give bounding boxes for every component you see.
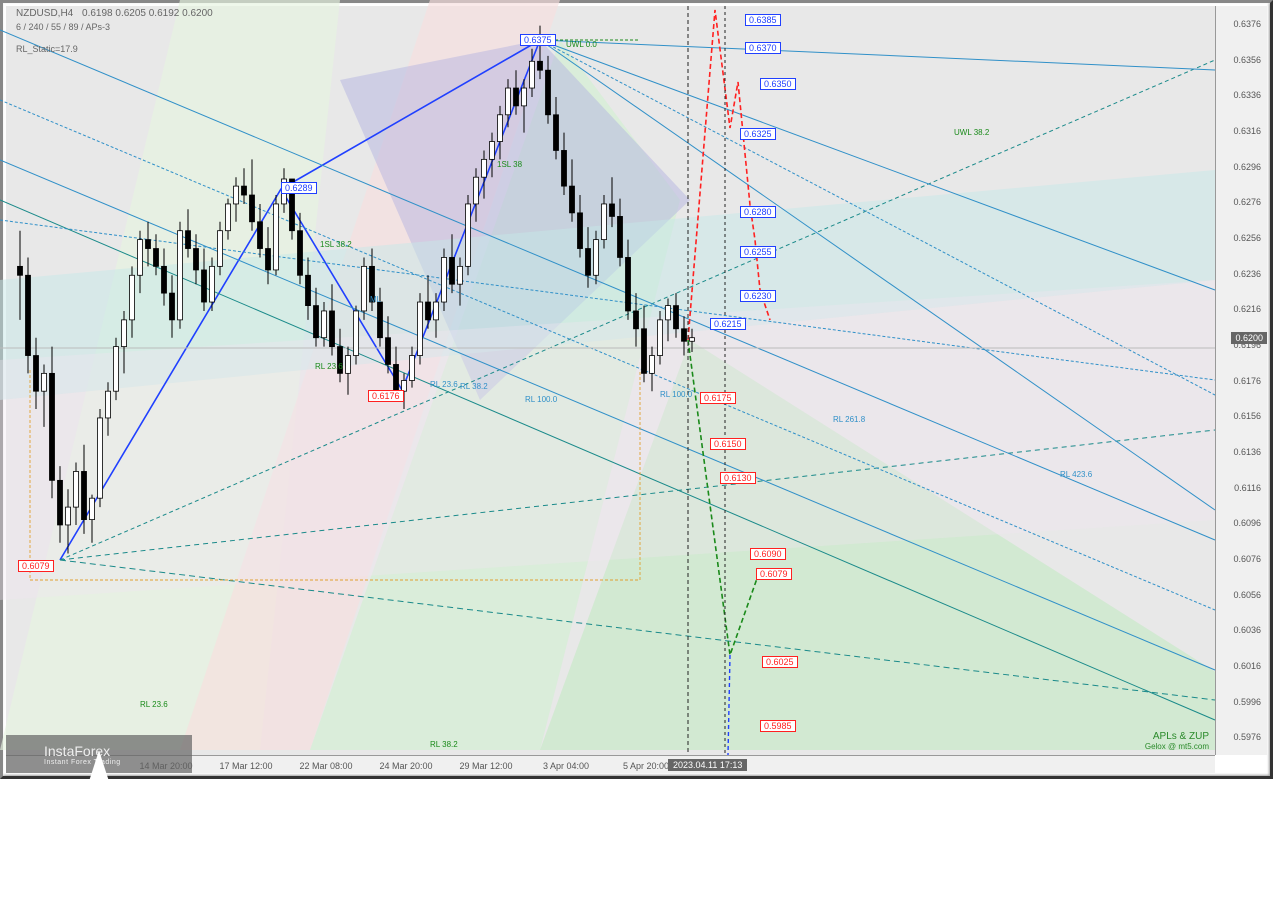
line-annotation: RL 423.6: [1060, 470, 1092, 479]
logo-star-icon: [14, 742, 38, 766]
y-tick: 0.6376: [1233, 19, 1261, 29]
price-level-label: 0.6255: [740, 246, 776, 258]
x-tick: 17 Mar 12:00: [219, 761, 272, 771]
price-level-label: 0.6375: [520, 34, 556, 46]
price-level-label: 0.6280: [740, 206, 776, 218]
ohlc-label: 0.6198 0.6205 0.6192 0.6200: [82, 8, 213, 19]
y-tick: 0.5976: [1233, 732, 1261, 742]
signature: APLs & ZUP Gelox @ mt5.com: [1145, 731, 1209, 751]
line-annotation: RL 23.6: [315, 362, 343, 371]
line-annotation: RL 100.0: [525, 395, 557, 404]
price-level-label: 0.6130: [720, 472, 756, 484]
price-level-label: 0.6079: [756, 568, 792, 580]
price-level-label: 0.6350: [760, 78, 796, 90]
line-annotation: 1SL 38: [497, 160, 522, 169]
price-level-label: 0.6230: [740, 290, 776, 302]
price-level-label: 0.6090: [750, 548, 786, 560]
price-level-label: 0.6215: [710, 318, 746, 330]
line-annotation: RL 38.2: [460, 382, 488, 391]
sig-line2: Gelox @ mt5.com: [1145, 742, 1209, 751]
sig-line1: APLs & ZUP: [1145, 731, 1209, 742]
y-tick: 0.6176: [1233, 376, 1261, 386]
current-date-marker: 2023.04.11 17:13: [668, 759, 747, 771]
price-level-label: 0.6370: [745, 42, 781, 54]
broker-logo: InstaForex Instant Forex Trading: [6, 735, 192, 773]
y-axis: 0.6376 0.6356 0.6336 0.6316 0.6296 0.6276 0.62…: [1215, 6, 1267, 755]
price-level-label: 0.6289: [281, 182, 317, 194]
y-tick: 0.6056: [1233, 590, 1261, 600]
price-level-label: 0.6325: [740, 128, 776, 140]
line-annotation: ML: [370, 295, 381, 304]
y-tick: 0.6096: [1233, 518, 1261, 528]
y-tick: 0.6336: [1233, 90, 1261, 100]
symbol-label: NZDUSD,H4: [16, 8, 73, 19]
x-tick: 22 Mar 08:00: [299, 761, 352, 771]
x-tick: 5 Apr 20:00: [623, 761, 669, 771]
x-tick: 24 Mar 20:00: [379, 761, 432, 771]
line-annotation: RL 100.0: [660, 390, 692, 399]
price-level-label: 0.6079: [18, 560, 54, 572]
y-tick: 0.6016: [1233, 661, 1261, 671]
price-level-label: 0.5985: [760, 720, 796, 732]
y-tick: 0.6116: [1234, 483, 1261, 493]
line-annotation: UWL 0.0: [566, 40, 597, 49]
y-tick: 0.6236: [1233, 269, 1261, 279]
y-tick: 0.6316: [1233, 126, 1261, 136]
y-tick: 0.6216: [1233, 304, 1261, 314]
price-level-label: 0.6176: [368, 390, 404, 402]
y-tick: 0.6356: [1233, 55, 1261, 65]
y-tick: 0.6296: [1233, 162, 1261, 172]
price-level-label: 0.6385: [745, 14, 781, 26]
chart-params: 6 / 240 / 55 / 89 / APs-3: [16, 22, 110, 32]
price-level-label: 0.6150: [710, 438, 746, 450]
line-annotation: RL 38.2: [430, 740, 458, 749]
price-level-label: 0.6175: [700, 392, 736, 404]
y-tick: 0.5996: [1233, 697, 1261, 707]
y-tick: 0.6156: [1233, 411, 1261, 421]
y-tick: 0.6136: [1233, 447, 1261, 457]
line-annotation: RL 261.8: [833, 415, 865, 424]
y-tick: 0.6036: [1233, 625, 1261, 635]
chart-canvas[interactable]: [0, 0, 1273, 779]
rl-static-label: RL_Static=17.9: [16, 44, 78, 54]
x-tick: 3 Apr 04:00: [543, 761, 589, 771]
line-annotation: RL 23.6: [430, 380, 458, 389]
line-annotation: UWL 38.2: [954, 128, 989, 137]
y-tick: 0.6276: [1233, 197, 1261, 207]
line-annotation: 1SL 38.2: [320, 240, 352, 249]
current-price-marker: 0.6200: [1231, 332, 1267, 344]
price-level-label: 0.6025: [762, 656, 798, 668]
x-tick: 29 Mar 12:00: [459, 761, 512, 771]
y-tick: 0.6256: [1233, 233, 1261, 243]
y-tick: 0.6076: [1233, 554, 1261, 564]
line-annotation: RL 23.6: [140, 700, 168, 709]
chart-title: NZDUSD,H4 0.6198 0.6205 0.6192 0.6200: [16, 8, 213, 19]
